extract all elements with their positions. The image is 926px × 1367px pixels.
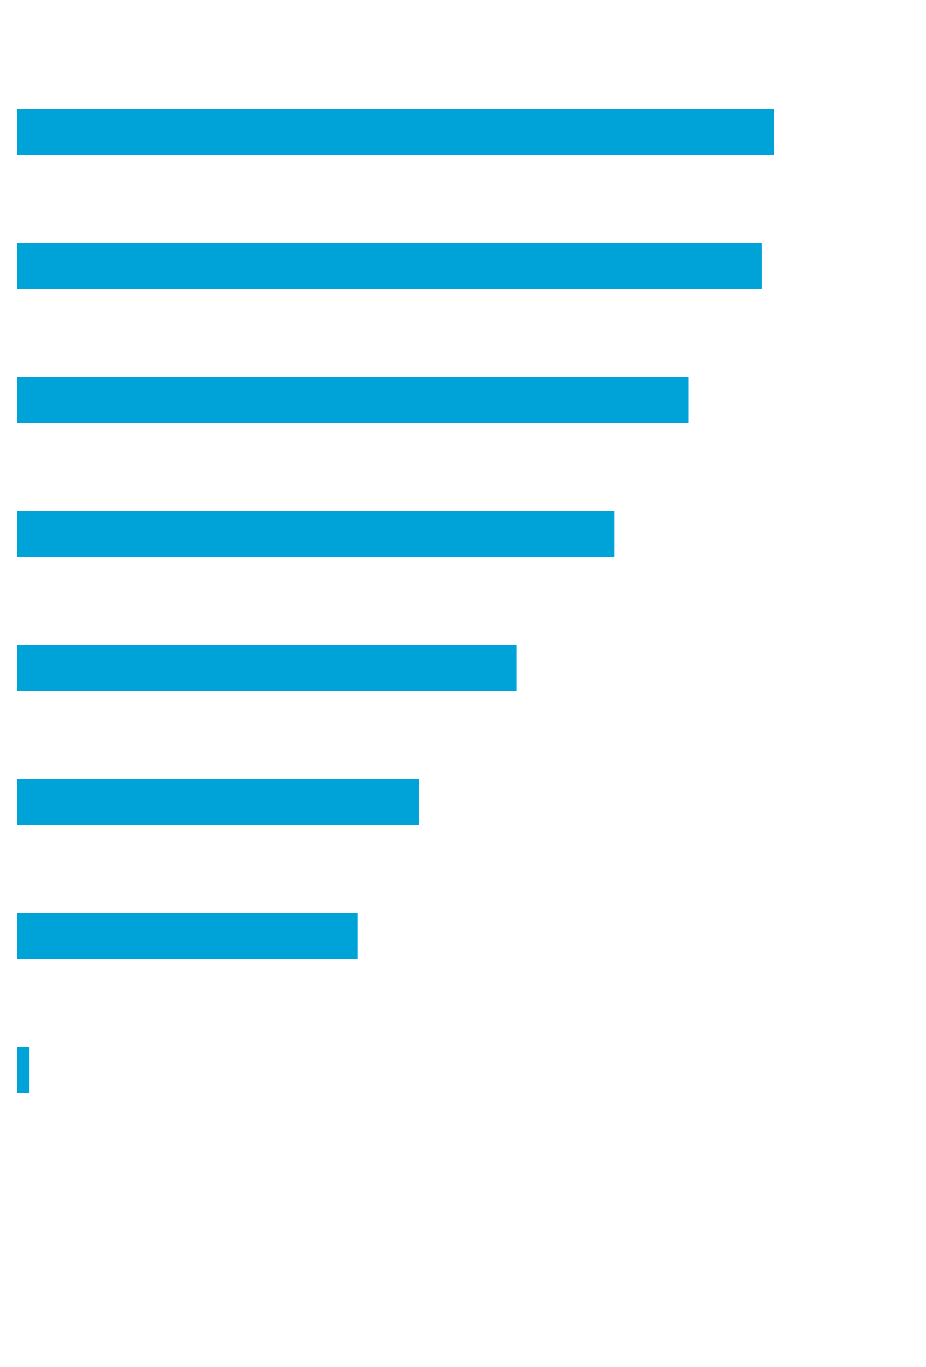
bar-1 [17,109,774,155]
bar-6 [17,779,419,825]
bar-8 [17,1047,30,1093]
bar-5 [17,645,517,691]
bar-3 [17,377,689,423]
bar-7 [17,913,358,959]
bar-4 [17,511,615,557]
bar-2 [17,243,762,289]
